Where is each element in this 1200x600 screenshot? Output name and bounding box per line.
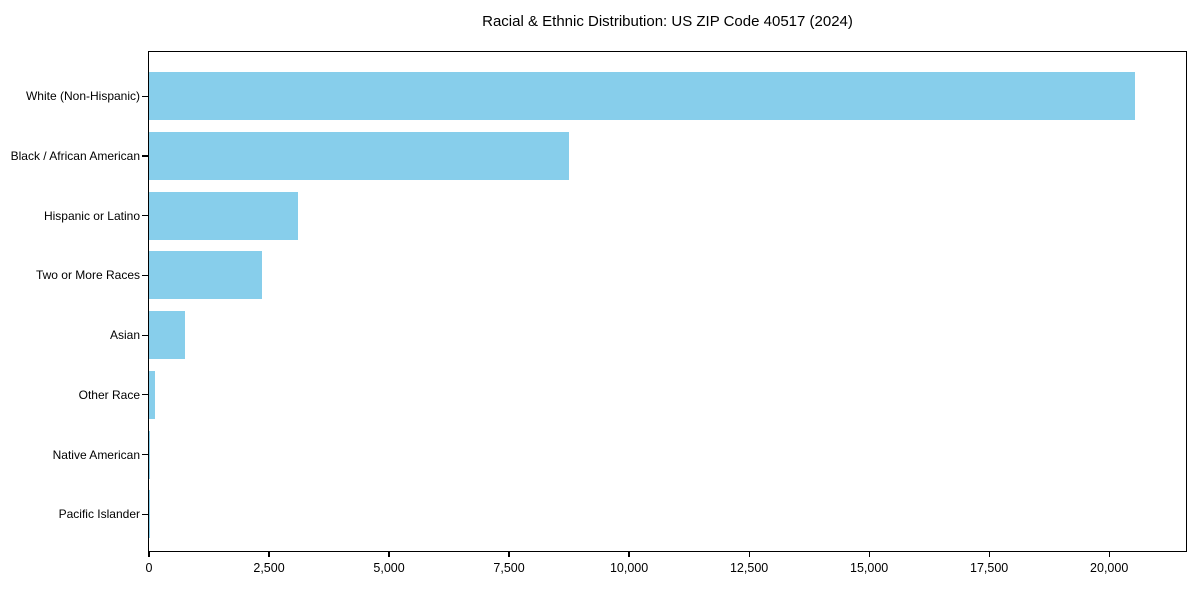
x-tick-label: 10,000 bbox=[609, 561, 649, 575]
x-tick-mark bbox=[868, 552, 870, 557]
y-tick-label: Asian bbox=[109, 328, 140, 343]
x-tick-label: 12,500 bbox=[729, 561, 769, 575]
x-tick-mark bbox=[508, 552, 510, 557]
bar bbox=[149, 72, 1136, 121]
y-tick-mark bbox=[142, 155, 148, 157]
bar bbox=[149, 370, 155, 419]
bar bbox=[149, 191, 298, 240]
x-tick-mark bbox=[628, 552, 630, 557]
y-tick-label: Pacific Islander bbox=[58, 507, 140, 522]
bar bbox=[149, 430, 150, 479]
bar bbox=[149, 311, 185, 360]
x-tick-label: 5,000 bbox=[373, 561, 405, 575]
chart-title: Racial & Ethnic Distribution: US ZIP Cod… bbox=[482, 13, 853, 30]
bar bbox=[149, 132, 569, 180]
x-tick-mark bbox=[148, 552, 150, 557]
y-tick-mark bbox=[142, 334, 148, 336]
y-tick-label: White (Non-Hispanic) bbox=[25, 89, 140, 104]
y-tick-label: Hispanic or Latino bbox=[43, 208, 140, 223]
x-tick-label: 2,500 bbox=[253, 561, 285, 575]
y-tick-mark bbox=[142, 394, 148, 396]
x-tick-mark bbox=[1108, 552, 1110, 557]
y-tick-mark bbox=[142, 453, 148, 456]
bar bbox=[149, 251, 263, 300]
y-tick-label: Native American bbox=[52, 447, 140, 462]
x-tick-label: 20,000 bbox=[1090, 561, 1129, 575]
y-tick-label: Other Race bbox=[78, 387, 140, 402]
x-tick-mark bbox=[268, 552, 270, 557]
y-tick-mark bbox=[142, 274, 148, 276]
x-tick-label: 0 bbox=[145, 561, 153, 575]
y-tick-label: Black / African American bbox=[10, 149, 140, 163]
x-tick-mark bbox=[988, 552, 990, 557]
x-tick-label: 15,000 bbox=[850, 561, 889, 575]
y-tick-mark bbox=[142, 513, 148, 515]
plot-area bbox=[148, 51, 1187, 552]
y-tick-mark bbox=[142, 215, 148, 217]
y-tick-mark bbox=[142, 95, 148, 97]
x-tick-label: 17,500 bbox=[970, 561, 1009, 575]
x-tick-mark bbox=[388, 552, 390, 557]
y-tick-label: Two or More Races bbox=[35, 268, 140, 283]
x-tick-label: 7,500 bbox=[493, 561, 525, 575]
x-tick-mark bbox=[748, 552, 750, 557]
